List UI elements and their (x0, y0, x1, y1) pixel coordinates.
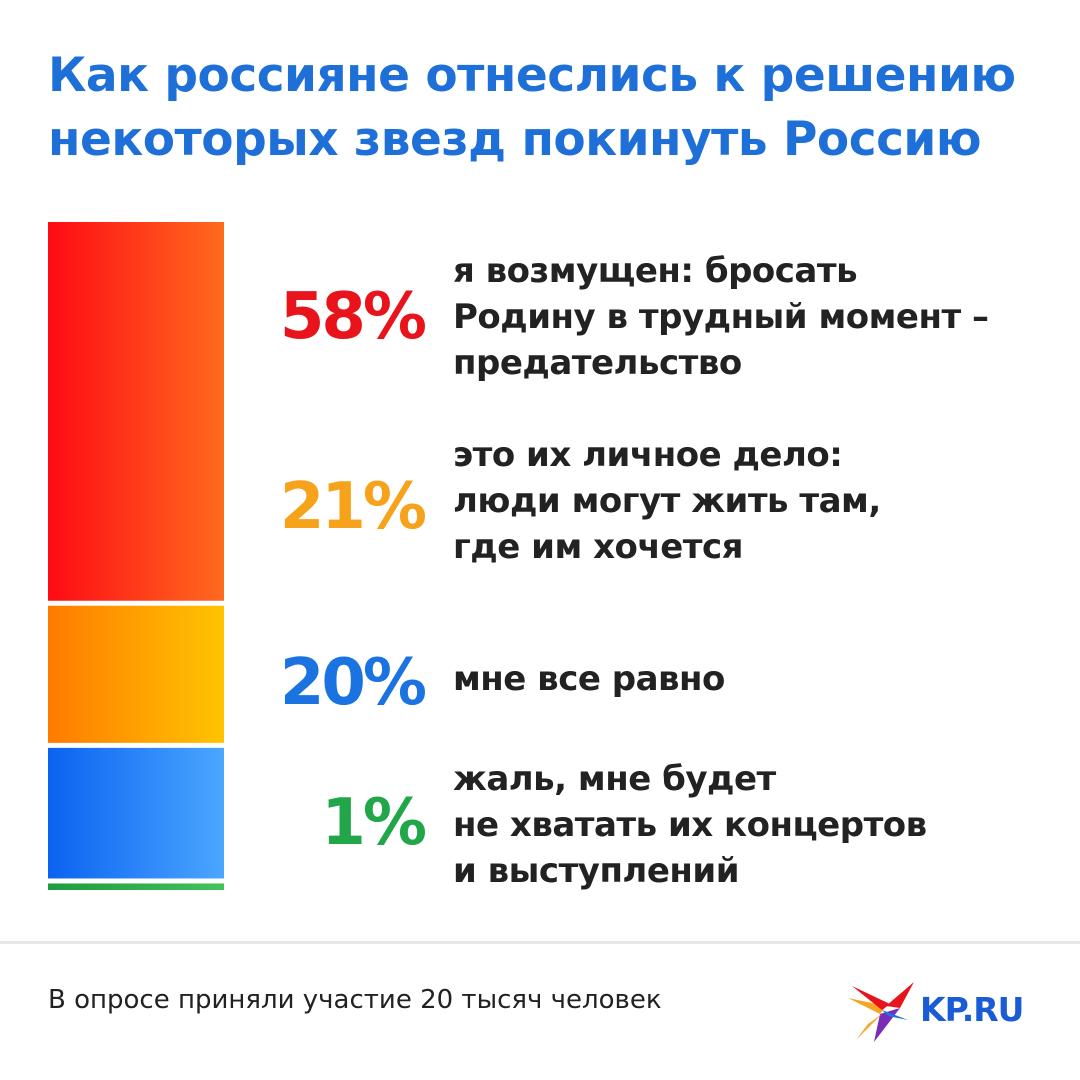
answer-line: мне все равно (453, 659, 725, 699)
answer-label: жаль, мне будет не хватать их концертов и … (453, 756, 1053, 894)
answer-line: не хватать их концертов (453, 805, 927, 845)
chart-title: Как россияне отнеслись к решению некотор… (48, 44, 1058, 172)
answer-line: Родину в трудный момент – (453, 297, 989, 337)
percent-label: 58% (279, 280, 427, 354)
answer-line: и выступлений (453, 851, 740, 891)
bar-segment-4 (48, 883, 224, 890)
answer-line: я возмущен: бросать (453, 251, 858, 291)
percent-label: 20% (279, 646, 427, 720)
answer-line: это их личное дело: (453, 435, 843, 475)
answer-line: где им хочется (453, 527, 743, 567)
logo-text: KP.RU (920, 990, 1024, 1029)
bar-segment-1 (48, 222, 224, 601)
answer-label: это их личное дело: люди могут жить там, г… (453, 432, 1053, 570)
swallow-bird-icon (848, 982, 914, 1042)
title-line-1: Как россияне отнеслись к решению (48, 48, 1016, 103)
answer-line: жаль, мне будет (453, 759, 776, 799)
percent-label: 1% (321, 786, 427, 860)
percent-label: 21% (279, 470, 427, 544)
kp-logo[interactable]: KP.RU (846, 980, 1046, 1046)
answer-line: люди могут жить там, (453, 481, 881, 521)
title-line-2: некоторых звезд покинуть Россию (48, 112, 982, 167)
survey-note: В опросе приняли участие 20 тысяч челове… (48, 985, 662, 1015)
bar-segment-3 (48, 747, 224, 879)
stacked-bar (48, 222, 224, 890)
bar-segment-2 (48, 605, 224, 743)
answer-label: я возмущен: бросать Родину в трудный моме… (453, 248, 1053, 386)
answer-line: предательство (453, 343, 742, 383)
answer-label: мне все равно (453, 656, 1053, 702)
divider (0, 941, 1080, 944)
